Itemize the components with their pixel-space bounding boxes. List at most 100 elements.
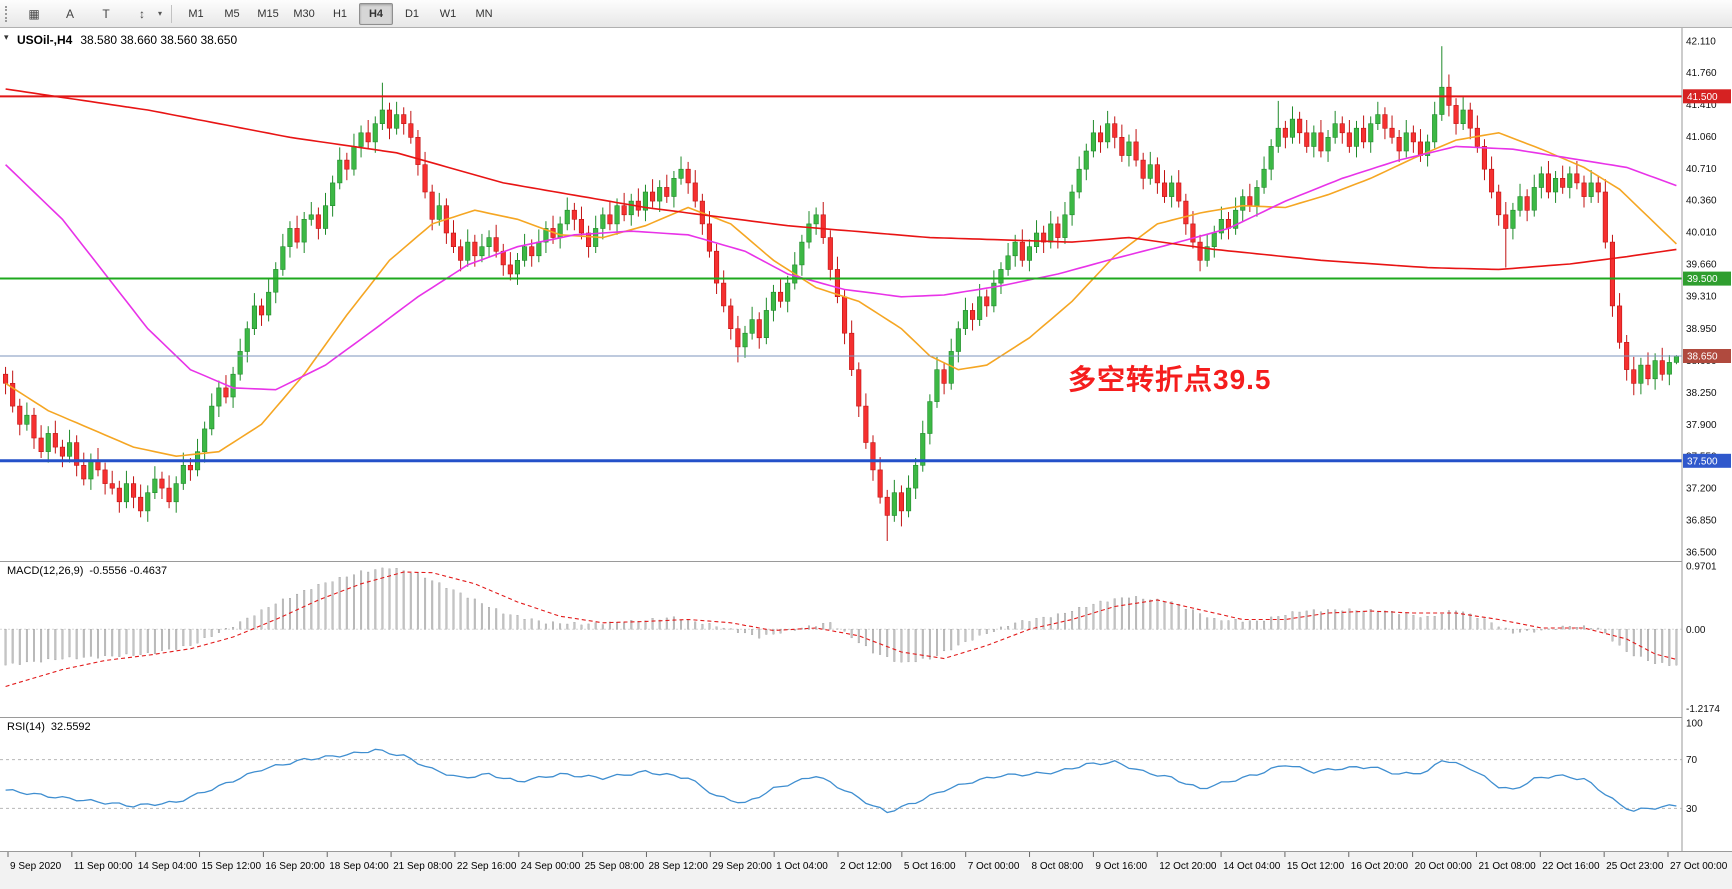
candle — [10, 370, 16, 413]
annotation-text[interactable]: 多空转折点39.5 — [1068, 364, 1272, 395]
candle — [1282, 120, 1288, 149]
candle — [877, 457, 883, 504]
candle — [692, 170, 698, 208]
candle — [706, 211, 713, 258]
scale-tool-icon[interactable]: ↕ — [139, 6, 145, 21]
timeframe-button-d1[interactable]: D1 — [404, 7, 420, 20]
candle — [628, 193, 634, 226]
svg-text:5 Oct 16:00: 5 Oct 16:00 — [904, 861, 956, 872]
candle — [1396, 130, 1402, 162]
annotate-letter-icon[interactable]: A — [65, 6, 74, 21]
candle — [436, 192, 442, 226]
rsi-panel[interactable] — [0, 748, 1682, 814]
candle — [322, 192, 329, 235]
candle — [1375, 101, 1381, 130]
timeframe-button-h1[interactable]: H1 — [332, 7, 348, 20]
timeframe-button-m30[interactable]: M30 — [293, 7, 315, 20]
candle — [116, 480, 122, 513]
candle — [763, 297, 769, 345]
candle — [564, 197, 570, 231]
candle — [81, 452, 87, 486]
candle — [1524, 189, 1530, 222]
svg-text:21 Sep 08:00: 21 Sep 08:00 — [393, 861, 453, 872]
timeframe-button-m1[interactable]: M1 — [188, 7, 204, 20]
candle — [898, 485, 905, 527]
candle — [1133, 129, 1139, 167]
timeframe-button-m5[interactable]: M5 — [224, 7, 240, 20]
candle — [195, 438, 201, 477]
time-axis[interactable]: 9 Sep 2020 11 Sep 00:00 14 Sep 04:00 15 Sep… — [0, 852, 1732, 889]
candle — [991, 270, 997, 313]
main-price-panel[interactable] — [0, 46, 1682, 541]
candle — [1289, 106, 1295, 144]
timeframe-button-m15[interactable]: M15 — [257, 7, 279, 20]
candle — [1119, 124, 1125, 162]
candle — [486, 230, 492, 258]
candle — [1609, 234, 1615, 317]
candle — [472, 234, 478, 267]
price-axis-background — [1682, 28, 1732, 851]
svg-text:12 Oct 20:00: 12 Oct 20:00 — [1159, 861, 1217, 872]
candle — [386, 102, 393, 140]
timeframe-button-w1[interactable]: W1 — [439, 7, 457, 20]
time-axis-background — [0, 852, 1732, 889]
svg-text:16 Sep 20:00: 16 Sep 20:00 — [265, 861, 325, 872]
candle — [678, 156, 684, 185]
svg-text:0.00: 0.00 — [1686, 625, 1706, 636]
svg-text:21 Oct 08:00: 21 Oct 08:00 — [1478, 861, 1536, 872]
text-tool-icon[interactable]: T — [102, 6, 110, 21]
candle — [109, 470, 115, 495]
svg-text:42.110: 42.110 — [1686, 36, 1716, 47]
candle — [1211, 225, 1217, 258]
candle — [1595, 175, 1601, 203]
top-toolbar: ▦ A T ↕ ▾ M1 M5 M15 M30 H1 H4 D1 W1 MN — [0, 0, 1732, 28]
svg-text:38.250: 38.250 — [1686, 388, 1717, 399]
candle — [1126, 134, 1132, 167]
svg-text:18 Sep 04:00: 18 Sep 04:00 — [329, 861, 389, 872]
candle — [351, 133, 357, 176]
candle — [607, 202, 613, 231]
candle — [152, 466, 158, 499]
svg-text:38.650: 38.650 — [1687, 352, 1718, 363]
candle — [1353, 120, 1359, 158]
svg-text:36.500: 36.500 — [1686, 547, 1717, 558]
toolbar-grip[interactable] — [5, 5, 11, 22]
candle — [216, 380, 222, 417]
candle — [849, 320, 855, 376]
candle — [1439, 46, 1445, 121]
candle — [1545, 161, 1551, 199]
candle — [1389, 115, 1395, 144]
candle — [458, 239, 464, 272]
svg-text:16 Oct 20:00: 16 Oct 20:00 — [1351, 861, 1409, 872]
candle — [415, 130, 421, 176]
dropdown-caret-icon[interactable]: ▾ — [158, 9, 163, 18]
candle — [1304, 120, 1310, 153]
price-axis[interactable]: 42.110 41.760 41.410 41.060 40.710 40.360 40.0… — [0, 28, 1732, 852]
candle — [962, 297, 969, 335]
candle — [123, 470, 129, 509]
candle — [1154, 157, 1160, 194]
candle — [1076, 156, 1082, 199]
candle — [799, 234, 805, 276]
candle — [1247, 183, 1253, 212]
macd-panel[interactable] — [0, 567, 1682, 688]
candle — [1588, 170, 1594, 203]
candle — [1019, 229, 1025, 267]
svg-text:37.900: 37.900 — [1686, 420, 1717, 431]
candle — [74, 435, 80, 477]
candle — [913, 458, 919, 499]
timeframe-button-mn[interactable]: MN — [475, 7, 493, 20]
candle — [408, 110, 414, 144]
candle — [806, 211, 812, 249]
macd-histogram — [4, 567, 1678, 666]
chart-window-icon[interactable]: ▦ — [28, 6, 40, 21]
candle — [1311, 125, 1317, 158]
candle — [521, 233, 528, 267]
candle — [635, 188, 641, 217]
candle — [38, 425, 44, 458]
candle — [948, 338, 954, 390]
candle — [585, 225, 592, 258]
timeframe-button-h4[interactable]: H4 — [359, 2, 394, 25]
